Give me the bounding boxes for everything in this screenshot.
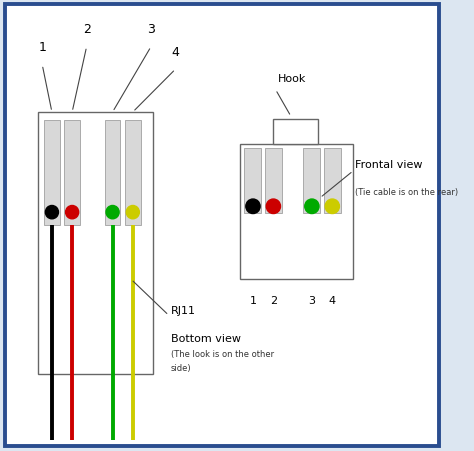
- Bar: [38, 113, 153, 374]
- Text: RJ11: RJ11: [171, 306, 196, 316]
- Circle shape: [65, 206, 79, 219]
- Bar: [324, 148, 341, 213]
- Bar: [303, 148, 320, 213]
- Text: 1: 1: [249, 295, 256, 305]
- Bar: [240, 144, 353, 280]
- Text: Frontal view: Frontal view: [356, 159, 423, 169]
- Text: 4: 4: [329, 295, 336, 305]
- Bar: [273, 120, 318, 144]
- Circle shape: [325, 200, 339, 214]
- Text: side): side): [171, 363, 191, 372]
- Bar: [125, 120, 141, 225]
- Circle shape: [106, 206, 119, 219]
- Bar: [44, 120, 60, 225]
- Circle shape: [246, 200, 260, 214]
- Text: 1: 1: [38, 41, 46, 54]
- Text: 4: 4: [172, 46, 180, 59]
- Text: 3: 3: [147, 23, 155, 36]
- Bar: [64, 120, 80, 225]
- Bar: [265, 148, 282, 213]
- Bar: [245, 148, 262, 213]
- Text: 2: 2: [82, 23, 91, 36]
- Text: Hook: Hook: [278, 74, 306, 83]
- Circle shape: [46, 206, 58, 219]
- Circle shape: [266, 200, 281, 214]
- Text: Bottom view: Bottom view: [171, 334, 241, 344]
- Circle shape: [126, 206, 139, 219]
- Text: (The look is on the other: (The look is on the other: [171, 350, 274, 359]
- Bar: [105, 120, 120, 225]
- Circle shape: [305, 200, 319, 214]
- Text: (Tie cable is on the rear): (Tie cable is on the rear): [356, 187, 459, 196]
- Text: 3: 3: [309, 295, 315, 305]
- Text: 2: 2: [270, 295, 277, 305]
